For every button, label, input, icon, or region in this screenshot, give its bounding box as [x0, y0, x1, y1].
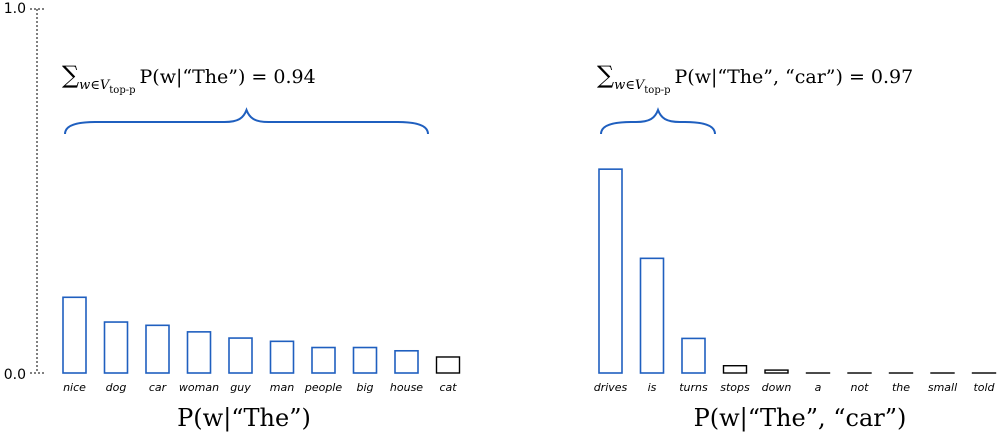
bar-nice [62, 296, 87, 374]
category-label-not: not [850, 381, 869, 394]
bar-guy [228, 337, 253, 374]
category-label-is: is [648, 381, 657, 394]
sum-subscript-right: w∈V [614, 78, 646, 93]
chart-panel-left: nice dog car woman guy man people big house cat ∑… [62, 61, 461, 433]
category-label-turns: turns [679, 381, 708, 394]
category-label-the: the [892, 381, 910, 394]
sum-subscript-left: w∈V [79, 78, 111, 93]
category-label-guy: guy [230, 381, 251, 394]
category-label-man: man [270, 381, 294, 394]
sum-subsubscript-right: top-p [644, 85, 670, 96]
category-label-a: a [815, 381, 822, 394]
category-label-big: big [356, 381, 373, 394]
sum-subsubscript-left: top-p [109, 85, 135, 96]
annotation-right: ∑w∈Vtop-p P(w|“The”, “car”) = 0.97 [597, 61, 913, 96]
bar-car [145, 324, 170, 374]
category-labels-right: drives is turns stops down a not the small told [594, 381, 996, 394]
category-label-down: down [762, 381, 792, 394]
bars-right [598, 168, 997, 374]
bar-cat [435, 356, 461, 374]
bars-left [62, 296, 461, 374]
bar-down [764, 369, 789, 374]
category-labels-left: nice dog car woman guy man people big house cat [63, 381, 457, 394]
bar-woman [186, 331, 212, 374]
category-label-woman: woman [179, 381, 219, 394]
sum-symbol-right: ∑ [597, 61, 614, 89]
category-label-drives: drives [594, 381, 628, 394]
y-tick-label-top: 1.0 [4, 1, 26, 17]
bar-stops [722, 365, 748, 374]
chart-panel-right: drives is turns stops down a not the small told ∑… [594, 61, 997, 433]
expr-right: P(w|“The”, “car”) = 0.97 [675, 66, 914, 88]
y-tick-label-bottom: 0.0 [4, 367, 26, 383]
bar-is [639, 257, 665, 374]
y-axis: 1.0 0.0 [4, 1, 44, 383]
category-label-stops: stops [720, 381, 750, 394]
x-title-right: P(w|“The”, “car”) [694, 404, 907, 433]
category-label-dog: dog [106, 381, 127, 394]
annotation-left: ∑w∈Vtop-p P(w|“The”) = 0.94 [62, 61, 316, 96]
category-label-nice: nice [63, 381, 86, 394]
category-label-cat: cat [439, 381, 457, 394]
sum-symbol-left: ∑ [62, 61, 79, 89]
bar-man [269, 340, 295, 374]
x-title-left: P(w|“The”) [177, 404, 311, 433]
bar-big [352, 346, 378, 374]
bar-people [311, 346, 336, 374]
bar-drives [598, 168, 623, 374]
bar-dog [103, 321, 129, 374]
brace-right [600, 107, 716, 135]
brace-left [64, 107, 429, 135]
category-label-small: small [928, 381, 957, 394]
expr-left: P(w|“The”) = 0.94 [140, 66, 316, 88]
category-label-car: car [149, 381, 168, 394]
category-label-told: told [973, 381, 995, 394]
bar-turns [681, 337, 706, 374]
category-label-people: people [304, 381, 343, 394]
category-label-house: house [390, 381, 423, 394]
bar-house [394, 349, 419, 374]
